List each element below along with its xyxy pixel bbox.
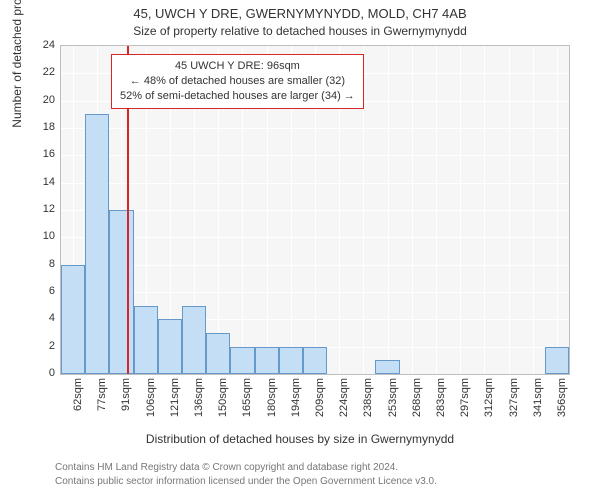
y-tick-label: 10 bbox=[27, 230, 55, 242]
x-tick-label: 312sqm bbox=[483, 378, 495, 438]
y-axis-label: Number of detached properties bbox=[10, 0, 24, 210]
annotation-box: 45 UWCH Y DRE: 96sqm ← 48% of detached h… bbox=[111, 54, 364, 109]
y-tick-label: 12 bbox=[27, 203, 55, 215]
y-tick-label: 22 bbox=[27, 66, 55, 78]
x-tick-label: 165sqm bbox=[241, 378, 253, 438]
histogram-bar bbox=[303, 347, 327, 374]
gridline-v bbox=[509, 46, 510, 374]
x-tick-label: 194sqm bbox=[290, 378, 302, 438]
y-tick-label: 14 bbox=[27, 176, 55, 188]
histogram-bar bbox=[134, 306, 158, 374]
chart-title-line1: 45, UWCH Y DRE, GWERNYMYNYDD, MOLD, CH7 … bbox=[0, 6, 600, 21]
x-tick-label: 62sqm bbox=[72, 378, 84, 438]
histogram-bar bbox=[109, 210, 133, 374]
x-tick-label: 224sqm bbox=[338, 378, 350, 438]
x-tick-label: 150sqm bbox=[217, 378, 229, 438]
gridline-v bbox=[436, 46, 437, 374]
x-tick-label: 283sqm bbox=[435, 378, 447, 438]
x-tick-label: 136sqm bbox=[193, 378, 205, 438]
histogram-bar bbox=[182, 306, 206, 374]
histogram-bar bbox=[255, 347, 279, 374]
y-tick-label: 24 bbox=[27, 39, 55, 51]
y-tick-label: 8 bbox=[27, 258, 55, 270]
y-tick-label: 16 bbox=[27, 148, 55, 160]
x-tick-label: 209sqm bbox=[314, 378, 326, 438]
x-tick-label: 297sqm bbox=[459, 378, 471, 438]
gridline-v bbox=[388, 46, 389, 374]
gridline-v bbox=[460, 46, 461, 374]
histogram-bar bbox=[230, 347, 254, 374]
annotation-line3: 52% of semi-detached houses are larger (… bbox=[120, 89, 355, 104]
histogram-bar bbox=[158, 319, 182, 374]
x-tick-label: 268sqm bbox=[411, 378, 423, 438]
x-tick-label: 180sqm bbox=[266, 378, 278, 438]
x-tick-label: 77sqm bbox=[96, 378, 108, 438]
histogram-bar bbox=[206, 333, 230, 374]
histogram-bar bbox=[545, 347, 569, 374]
gridline-v bbox=[557, 46, 558, 374]
y-tick-label: 4 bbox=[27, 312, 55, 324]
x-tick-label: 341sqm bbox=[532, 378, 544, 438]
histogram-bar bbox=[375, 360, 399, 374]
x-tick-label: 356sqm bbox=[556, 378, 568, 438]
footer-line2: Contains public sector information licen… bbox=[55, 476, 437, 487]
x-tick-label: 327sqm bbox=[508, 378, 520, 438]
y-tick-label: 20 bbox=[27, 94, 55, 106]
annotation-line2: ← 48% of detached houses are smaller (32… bbox=[120, 74, 355, 89]
x-tick-label: 91sqm bbox=[120, 378, 132, 438]
gridline-v bbox=[412, 46, 413, 374]
y-tick-label: 6 bbox=[27, 285, 55, 297]
histogram-bar bbox=[85, 114, 109, 374]
y-tick-label: 2 bbox=[27, 340, 55, 352]
y-tick-label: 18 bbox=[27, 121, 55, 133]
histogram-bar bbox=[279, 347, 303, 374]
plot-area: 45 UWCH Y DRE: 96sqm ← 48% of detached h… bbox=[60, 45, 570, 375]
y-tick-label: 0 bbox=[27, 367, 55, 379]
chart-container: 45, UWCH Y DRE, GWERNYMYNYDD, MOLD, CH7 … bbox=[0, 0, 600, 500]
x-tick-label: 238sqm bbox=[362, 378, 374, 438]
x-tick-label: 106sqm bbox=[145, 378, 157, 438]
gridline-v bbox=[533, 46, 534, 374]
histogram-bar bbox=[61, 265, 85, 374]
gridline-v bbox=[484, 46, 485, 374]
footer-line1: Contains HM Land Registry data © Crown c… bbox=[55, 462, 398, 473]
annotation-line1: 45 UWCH Y DRE: 96sqm bbox=[120, 59, 355, 74]
x-tick-label: 253sqm bbox=[387, 378, 399, 438]
chart-title-line2: Size of property relative to detached ho… bbox=[0, 24, 600, 38]
x-tick-label: 121sqm bbox=[169, 378, 181, 438]
